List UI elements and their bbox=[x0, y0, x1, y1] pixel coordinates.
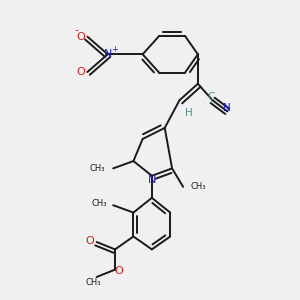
Text: CH₃: CH₃ bbox=[90, 164, 105, 173]
Text: O: O bbox=[85, 236, 94, 246]
Text: CH₃: CH₃ bbox=[91, 199, 106, 208]
Text: H: H bbox=[185, 108, 193, 118]
Text: +: + bbox=[111, 45, 118, 54]
Text: O: O bbox=[114, 266, 123, 276]
Text: -: - bbox=[74, 25, 78, 35]
Text: O: O bbox=[76, 32, 85, 42]
Text: N: N bbox=[148, 175, 156, 185]
Text: CH₃: CH₃ bbox=[86, 278, 101, 287]
Text: O: O bbox=[76, 67, 85, 77]
Text: N: N bbox=[224, 103, 231, 113]
Text: C: C bbox=[207, 92, 214, 102]
Text: N: N bbox=[103, 49, 112, 59]
Text: CH₃: CH₃ bbox=[190, 182, 206, 191]
